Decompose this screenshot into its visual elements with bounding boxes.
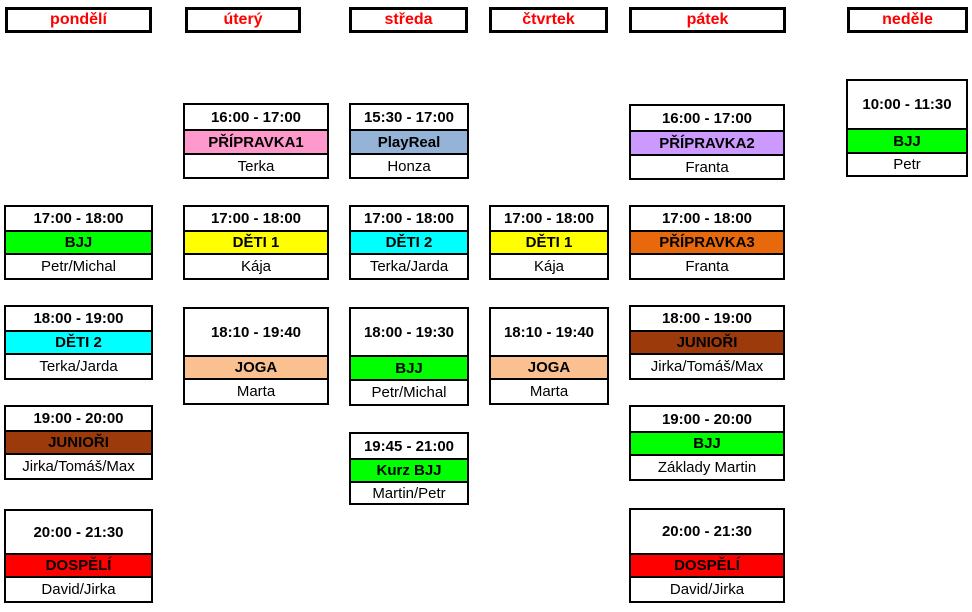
class-time: 18:10 - 19:40 — [185, 309, 327, 357]
class-coach: Franta — [631, 156, 783, 178]
class-coach: Petr — [848, 154, 966, 175]
class-time: 19:00 - 20:00 — [631, 407, 783, 433]
class-title: BJJ — [351, 357, 467, 381]
class-title: DĚTI 1 — [185, 232, 327, 255]
class-title: DĚTI 2 — [6, 332, 151, 355]
class-block: 18:00 - 19:00 JUNIOŘI Jirka/Tomáš/Max — [629, 305, 785, 380]
class-title: BJJ — [848, 130, 966, 154]
class-coach: Petr/Michal — [6, 255, 151, 278]
class-title: PŘÍPRAVKA2 — [631, 132, 783, 156]
class-time: 18:00 - 19:00 — [631, 307, 783, 332]
class-block: 16:00 - 17:00 PŘÍPRAVKA2 Franta — [629, 104, 785, 180]
day-header-tuesday: úterý — [185, 7, 301, 33]
class-title: JUNIOŘI — [6, 432, 151, 455]
class-block: 10:00 - 11:30 BJJ Petr — [846, 79, 968, 177]
class-coach: Jirka/Tomáš/Max — [6, 455, 151, 478]
class-title: PŘÍPRAVKA3 — [631, 232, 783, 255]
class-time: 18:10 - 19:40 — [491, 309, 607, 357]
class-block: 19:45 - 21:00 Kurz BJJ Martin/Petr — [349, 432, 469, 505]
class-coach: Petr/Michal — [351, 381, 467, 404]
class-time: 20:00 - 21:30 — [631, 510, 783, 555]
class-block: 17:00 - 18:00 DĚTI 1 Kája — [489, 205, 609, 280]
class-title: BJJ — [631, 433, 783, 456]
class-time: 17:00 - 18:00 — [6, 207, 151, 232]
class-coach: Marta — [491, 380, 607, 403]
class-block: 18:10 - 19:40 JOGA Marta — [489, 307, 609, 405]
class-time: 17:00 - 18:00 — [491, 207, 607, 232]
day-header-wednesday: středa — [349, 7, 468, 33]
class-block: 17:00 - 18:00 DĚTI 1 Kája — [183, 205, 329, 280]
class-time: 20:00 - 21:30 — [6, 511, 151, 555]
day-header-monday: pondělí — [5, 7, 152, 33]
class-title: PŘÍPRAVKA1 — [185, 131, 327, 155]
class-coach: David/Jirka — [631, 578, 783, 601]
class-coach: Terka — [185, 155, 327, 177]
class-time: 16:00 - 17:00 — [631, 106, 783, 132]
class-title: Kurz BJJ — [351, 460, 467, 483]
class-time: 18:00 - 19:30 — [351, 309, 467, 357]
class-time: 18:00 - 19:00 — [6, 307, 151, 332]
class-coach: Honza — [351, 155, 467, 177]
day-header-friday: pátek — [629, 7, 786, 33]
class-title: JOGA — [491, 357, 607, 380]
class-block: 17:00 - 18:00 BJJ Petr/Michal — [4, 205, 153, 280]
class-block: 17:00 - 18:00 DĚTI 2 Terka/Jarda — [349, 205, 469, 280]
class-time: 15:30 - 17:00 — [351, 105, 467, 131]
class-coach: Martin/Petr — [351, 483, 467, 503]
class-block: 16:00 - 17:00 PŘÍPRAVKA1 Terka — [183, 103, 329, 179]
class-coach: Jirka/Tomáš/Max — [631, 355, 783, 378]
class-title: DOSPĚLÍ — [6, 555, 151, 578]
class-title: DĚTI 2 — [351, 232, 467, 255]
class-time: 17:00 - 18:00 — [631, 207, 783, 232]
class-block: 19:00 - 20:00 JUNIOŘI Jirka/Tomáš/Max — [4, 405, 153, 480]
class-title: DOSPĚLÍ — [631, 555, 783, 578]
class-block: 18:10 - 19:40 JOGA Marta — [183, 307, 329, 405]
class-block: 15:30 - 17:00 PlayReal Honza — [349, 103, 469, 179]
class-time: 17:00 - 18:00 — [351, 207, 467, 232]
class-time: 16:00 - 17:00 — [185, 105, 327, 131]
class-coach: Terka/Jarda — [351, 255, 467, 278]
class-coach: Základy Martin — [631, 456, 783, 479]
day-header-thursday: čtvrtek — [489, 7, 608, 33]
class-block: 18:00 - 19:30 BJJ Petr/Michal — [349, 307, 469, 406]
class-title: PlayReal — [351, 131, 467, 155]
class-coach: Terka/Jarda — [6, 355, 151, 378]
class-coach: Kája — [491, 255, 607, 278]
class-block: 18:00 - 19:00 DĚTI 2 Terka/Jarda — [4, 305, 153, 380]
class-block: 17:00 - 18:00 PŘÍPRAVKA3 Franta — [629, 205, 785, 280]
class-coach: Marta — [185, 380, 327, 403]
class-coach: David/Jirka — [6, 578, 151, 601]
class-time: 17:00 - 18:00 — [185, 207, 327, 232]
class-block: 20:00 - 21:30 DOSPĚLÍ David/Jirka — [629, 508, 785, 603]
class-coach: Franta — [631, 255, 783, 278]
class-time: 10:00 - 11:30 — [848, 81, 966, 130]
class-title: JUNIOŘI — [631, 332, 783, 355]
class-block: 20:00 - 21:30 DOSPĚLÍ David/Jirka — [4, 509, 153, 603]
class-time: 19:45 - 21:00 — [351, 434, 467, 460]
class-title: BJJ — [6, 232, 151, 255]
class-block: 19:00 - 20:00 BJJ Základy Martin — [629, 405, 785, 481]
class-title: JOGA — [185, 357, 327, 380]
class-title: DĚTI 1 — [491, 232, 607, 255]
class-coach: Kája — [185, 255, 327, 278]
class-time: 19:00 - 20:00 — [6, 407, 151, 432]
day-header-sunday: neděle — [847, 7, 968, 33]
